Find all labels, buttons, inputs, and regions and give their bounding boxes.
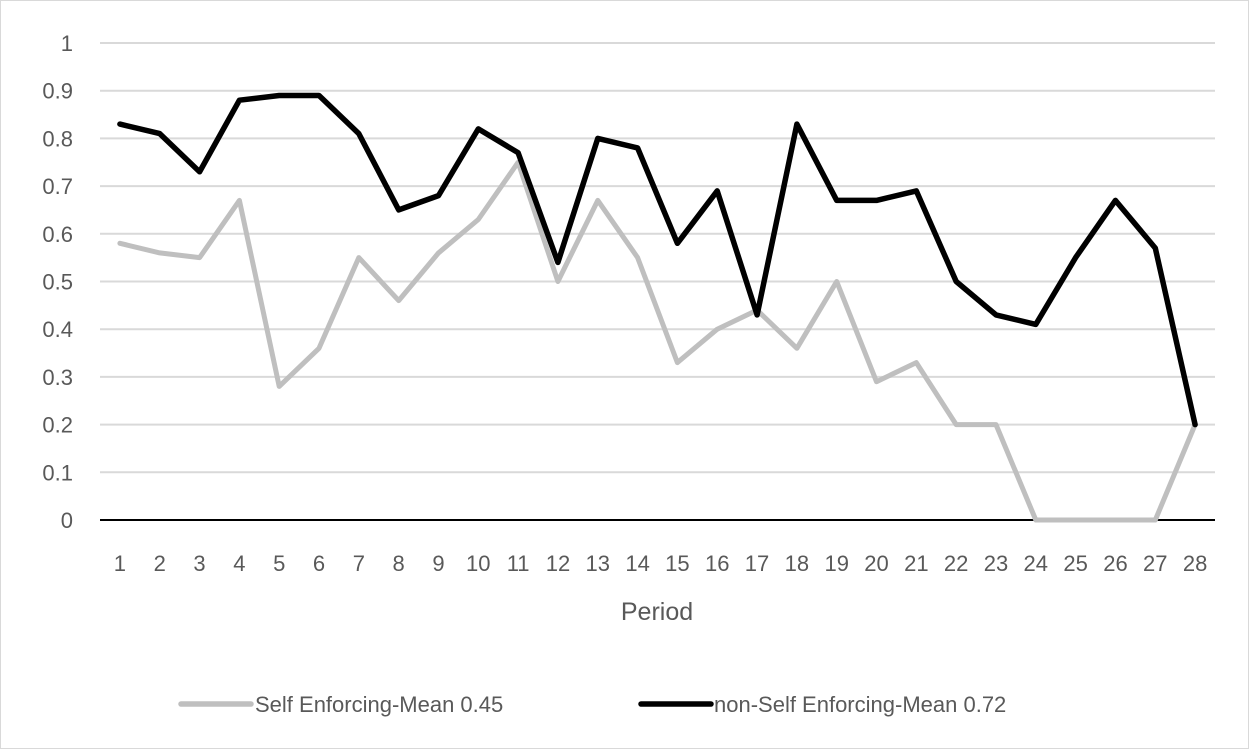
x-tick-label: 2 — [154, 551, 166, 576]
y-axis-ticks: 0 0.1 0.2 0.3 0.4 0.5 0.6 0.7 0.8 0.9 1 — [42, 31, 73, 533]
x-tick-label: 13 — [586, 551, 610, 576]
x-tick-label: 5 — [273, 551, 285, 576]
x-tick-label: 14 — [625, 551, 649, 576]
x-tick-label: 9 — [432, 551, 444, 576]
y-tick-label: 0.9 — [42, 79, 73, 104]
x-tick-label: 8 — [393, 551, 405, 576]
y-tick-label: 0.6 — [42, 222, 73, 247]
legend: Self Enforcing-Mean 0.45 non-Self Enforci… — [178, 692, 1006, 717]
x-tick-label: 7 — [353, 551, 365, 576]
y-tick-label: 0.4 — [42, 317, 73, 342]
x-tick-label: 11 — [507, 551, 530, 576]
x-tick-label: 18 — [785, 551, 809, 576]
legend-label-1: non-Self Enforcing-Mean 0.72 — [714, 692, 1006, 717]
x-tick-label: 26 — [1103, 551, 1127, 576]
x-tick-label: 24 — [1024, 551, 1048, 576]
series-line-0 — [117, 159, 1198, 523]
x-tick-label: 20 — [864, 551, 888, 576]
x-tick-label: 6 — [313, 551, 325, 576]
x-axis-ticks: 1 2 3 4 5 6 7 8 9 10 11 12 13 14 15 16 17 18 19 20 21 22 23 24 2… — [114, 551, 1208, 576]
y-tick-label: 0.2 — [42, 413, 73, 438]
y-tick-label: 0.3 — [42, 365, 73, 390]
x-tick-label: 21 — [904, 551, 928, 576]
x-tick-label: 10 — [466, 551, 490, 576]
x-tick-label: 19 — [824, 551, 848, 576]
x-tick-label: 17 — [745, 551, 769, 576]
grid-lines — [100, 42, 1215, 474]
x-tick-label: 4 — [233, 551, 245, 576]
x-tick-label: 25 — [1063, 551, 1087, 576]
x-tick-label: 28 — [1183, 551, 1207, 576]
x-tick-label: 27 — [1143, 551, 1167, 576]
y-tick-label: 0.7 — [42, 174, 73, 199]
x-tick-label: 22 — [944, 551, 968, 576]
x-tick-label: 16 — [705, 551, 729, 576]
y-tick-label: 0.5 — [42, 270, 73, 295]
y-tick-label: 0.8 — [42, 126, 73, 151]
y-tick-label: 0 — [61, 508, 73, 533]
series-lines — [117, 92, 1198, 523]
x-tick-label: 3 — [193, 551, 205, 576]
x-tick-label: 12 — [546, 551, 570, 576]
series-line-1 — [117, 92, 1198, 428]
x-tick-label: 1 — [114, 551, 126, 576]
x-tick-label: 23 — [984, 551, 1008, 576]
x-axis-title: Period — [621, 598, 693, 626]
x-tick-label: 15 — [665, 551, 689, 576]
y-tick-label: 0.1 — [42, 460, 73, 485]
y-tick-label: 1 — [61, 31, 73, 56]
legend-label-0: Self Enforcing-Mean 0.45 — [255, 692, 503, 717]
